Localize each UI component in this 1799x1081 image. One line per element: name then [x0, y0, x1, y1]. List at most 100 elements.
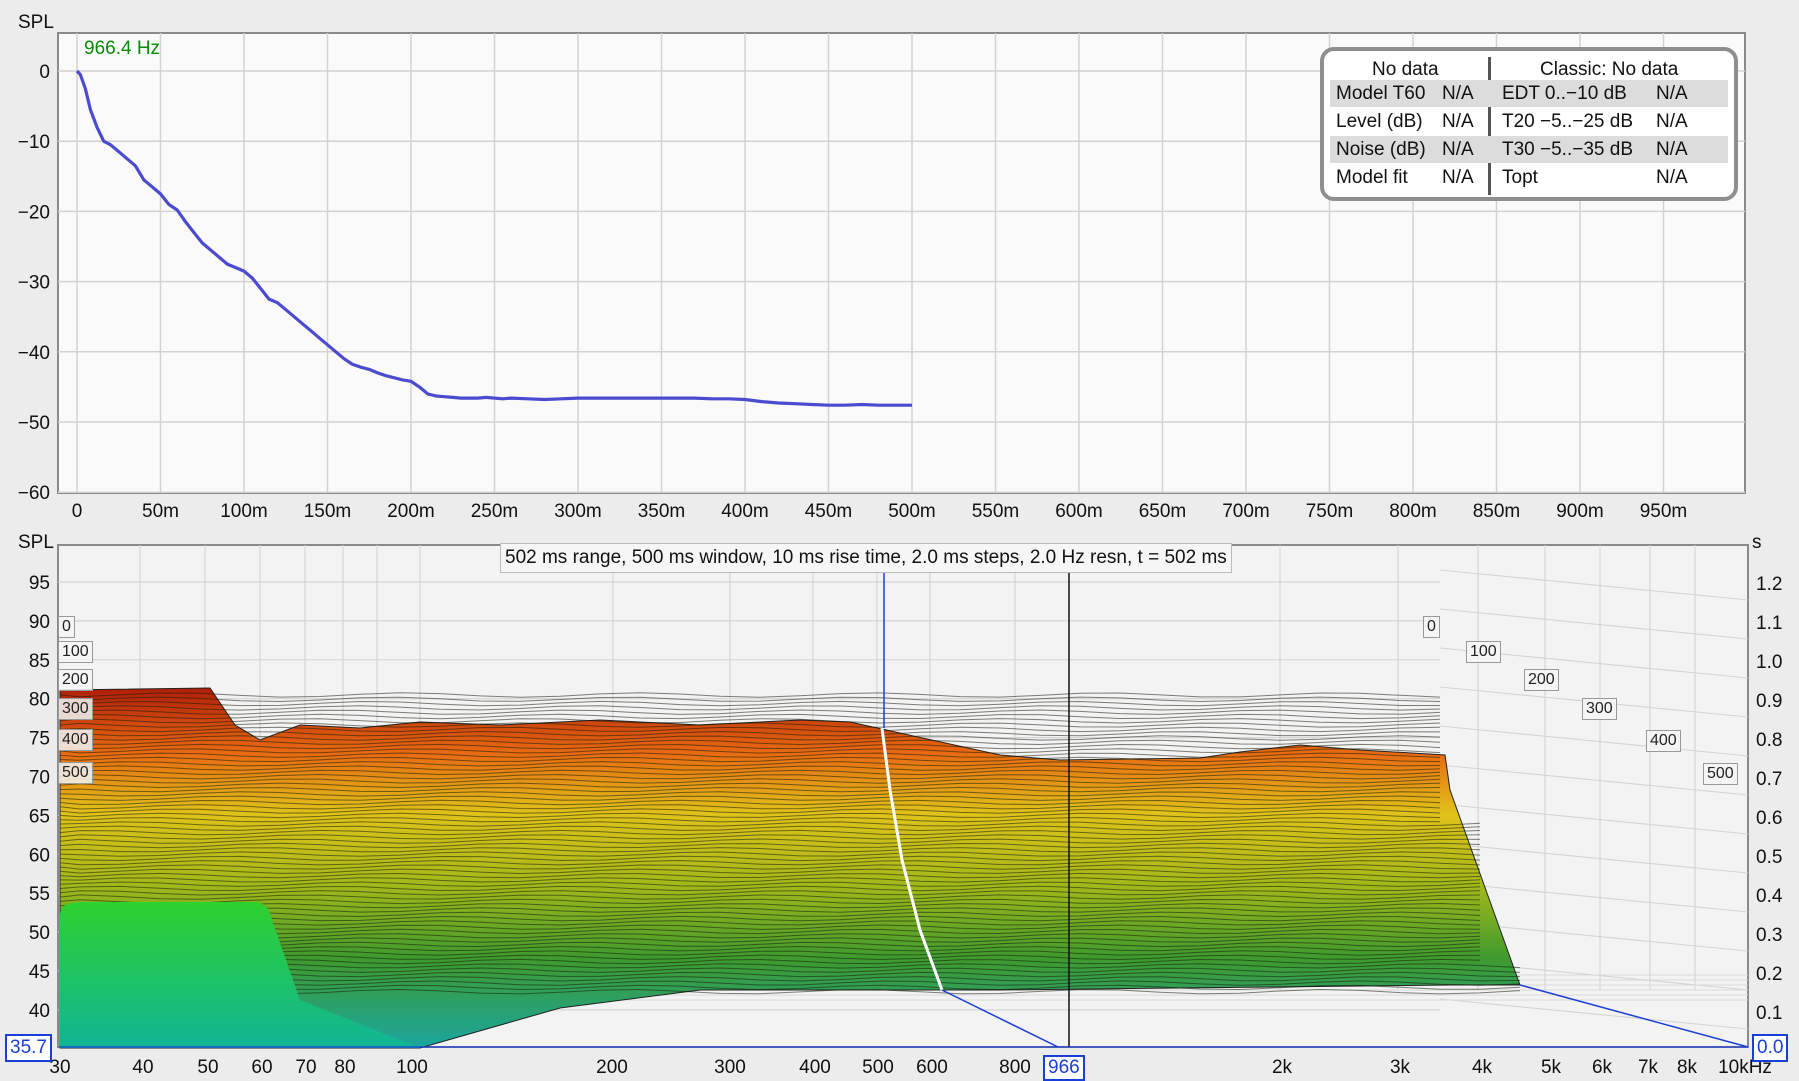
- freq-tick-label: 3k: [1390, 1057, 1411, 1078]
- cursor-trace: [880, 727, 944, 991]
- freq-tick-label: 800: [999, 1057, 1031, 1078]
- time-tick-label: 0.9: [1756, 691, 1782, 712]
- slice-label-right: 500: [1703, 763, 1738, 785]
- frequency-cursor-box[interactable]: 966: [1043, 1055, 1085, 1081]
- grid-line: [1439, 725, 1749, 757]
- waterfall-slice: [59, 821, 1481, 827]
- grid-line: [1439, 764, 1749, 796]
- info-label: Noise (dB): [1336, 139, 1426, 160]
- spl-tick-label: 65: [29, 806, 50, 827]
- waterfall-slice: [59, 834, 1481, 840]
- spl-axis-label: SPL: [18, 532, 54, 553]
- spl-tick-label: 40: [29, 1001, 50, 1022]
- x-tick-label: 300m: [554, 501, 602, 522]
- waterfall-slice: [59, 804, 1441, 810]
- waterfall-slice: [59, 855, 1481, 862]
- waterfall-slice: [59, 829, 1481, 836]
- info-value: N/A: [1442, 111, 1474, 132]
- waterfall-slice: [59, 920, 1481, 926]
- waterfall-slice: [59, 890, 1481, 896]
- slice-label-right: 200: [1524, 669, 1559, 691]
- freq-tick-label: 10kHz: [1718, 1057, 1772, 1078]
- waterfall-slice: [59, 924, 1481, 930]
- waterfall-slice: [59, 692, 1441, 698]
- grid-line: [1439, 569, 1749, 601]
- time-tick-label: 0.7: [1756, 769, 1782, 790]
- y-tick-label: −40: [18, 343, 50, 364]
- freq-tick-label: 100: [396, 1057, 428, 1078]
- freq-tick-label: 200: [596, 1057, 628, 1078]
- y-tick-label: 0: [39, 62, 50, 83]
- info-label: T20 −5..−25 dB: [1502, 111, 1633, 132]
- spl-tick-label: 45: [29, 962, 50, 983]
- info-label: T30 −5..−35 dB: [1502, 139, 1633, 160]
- waterfall-slice: [59, 928, 1481, 935]
- time-tick-label: 0.3: [1756, 925, 1782, 946]
- waterfall-slice: [59, 696, 1441, 703]
- info-divider: [1488, 57, 1491, 195]
- info-label: EDT 0..−10 dB: [1502, 83, 1627, 104]
- waterfall-slice: [59, 881, 1481, 887]
- waterfall-slice: [59, 902, 1481, 909]
- freq-tick-label: 600: [916, 1057, 948, 1078]
- time-axis-label: s: [1752, 532, 1762, 553]
- waterfall-slice: [59, 877, 1481, 883]
- spl-tick-label: 95: [29, 573, 50, 594]
- waterfall-slice: [59, 700, 1440, 707]
- waterfall-slice: [59, 847, 1481, 853]
- waterfall-slice: [59, 872, 1481, 879]
- spl-tick-label: 90: [29, 612, 50, 633]
- freq-tick-label: 40: [132, 1057, 153, 1078]
- waterfall-slice: [59, 748, 1441, 754]
- waterfall-slice: [59, 859, 1481, 866]
- time-cursor-box[interactable]: 0.0: [1752, 1034, 1789, 1062]
- waterfall-slice: [59, 713, 1441, 720]
- waterfall-slice: [59, 851, 1481, 857]
- info-label: Topt: [1502, 167, 1538, 188]
- x-tick-label: 950m: [1640, 501, 1688, 522]
- x-tick-label: 350m: [638, 501, 686, 522]
- freq-tick-label: 70: [295, 1057, 316, 1078]
- grid-line: [1439, 803, 1749, 835]
- y-tick-label: −50: [18, 413, 50, 434]
- waterfall-slice: [59, 726, 1441, 733]
- info-label: Model T60: [1336, 83, 1426, 104]
- grid-line: [1439, 881, 1749, 913]
- freq-tick-label: 5k: [1541, 1057, 1562, 1078]
- time-tick-label: 0.4: [1756, 886, 1783, 907]
- waterfall-slice: [59, 825, 1481, 832]
- time-tick-label: 0.6: [1756, 808, 1782, 829]
- grid-line: [1439, 608, 1749, 640]
- waterfall-slice: [59, 868, 1481, 875]
- info-label: Level (dB): [1336, 111, 1423, 132]
- time-tick-label: 0.1: [1756, 1003, 1782, 1024]
- info-value: N/A: [1656, 111, 1688, 132]
- slice-label-left: 500: [58, 762, 93, 784]
- info-value: N/A: [1442, 139, 1474, 160]
- waterfall-slice: [59, 816, 1441, 823]
- slice-label-left: 200: [58, 669, 93, 691]
- spl-cursor-box[interactable]: 35.7: [5, 1034, 52, 1062]
- spl-tick-label: 85: [29, 651, 50, 672]
- waterfall-slice: [59, 911, 1481, 918]
- waterfall-slice: [59, 812, 1441, 819]
- x-tick-label: 50m: [142, 501, 179, 522]
- slice-label-left: 0: [58, 616, 75, 638]
- decay-info-panel: No data Classic: No data Model T60 N/A E…: [1320, 47, 1738, 201]
- spl-tick-label: 80: [29, 690, 50, 711]
- x-tick-label: 600m: [1055, 501, 1103, 522]
- waterfall-slice: [59, 915, 1481, 922]
- waterfall-slice: [59, 864, 1481, 870]
- info-left-header: No data: [1372, 59, 1439, 80]
- cursor-floor-line: [1519, 984, 1749, 1048]
- slice-label-right: 100: [1466, 641, 1501, 663]
- y-axis-label: SPL: [18, 12, 54, 33]
- waterfall-slice: [59, 735, 1441, 741]
- freq-tick-label: 8k: [1677, 1057, 1698, 1078]
- freq-tick-label: 7k: [1638, 1057, 1659, 1078]
- waterfall-slice: [59, 795, 1441, 801]
- x-tick-label: 450m: [805, 501, 853, 522]
- slice-label-right: 400: [1646, 730, 1681, 752]
- time-tick-label: 0.2: [1756, 964, 1782, 985]
